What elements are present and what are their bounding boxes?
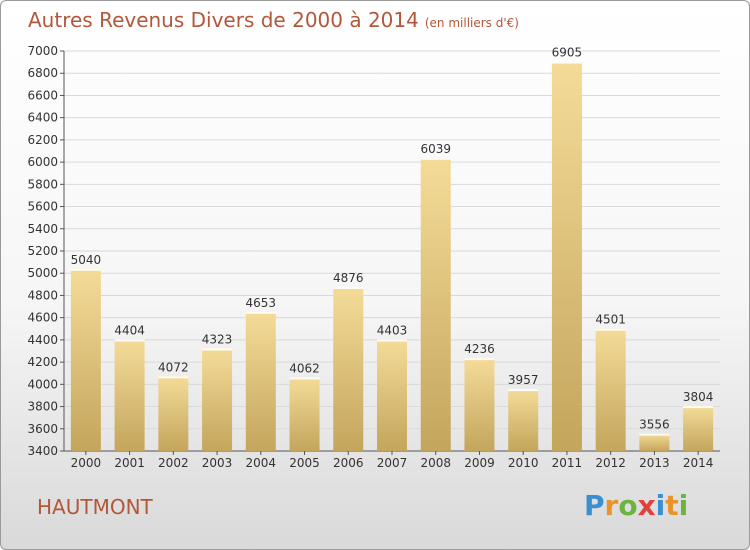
bar-top-highlight: [377, 339, 407, 342]
y-tick-label: 5600: [27, 200, 58, 214]
bar-value-label: 4501: [595, 313, 626, 327]
y-tick-label: 4800: [27, 288, 58, 302]
y-tick-label: 3600: [27, 422, 58, 436]
y-tick-label: 4400: [27, 333, 58, 347]
bar: [639, 433, 670, 451]
bar-value-label: 4072: [158, 360, 189, 374]
bar-value-label: 5040: [71, 253, 102, 267]
proxiti-logo: Proxiti: [584, 489, 688, 522]
bar-value-label: 4062: [289, 361, 320, 375]
logo-letter: P: [584, 489, 605, 522]
x-tick-label: 2000: [71, 456, 102, 470]
logo-letter: t: [665, 489, 679, 522]
bar: [420, 157, 451, 451]
bar: [508, 389, 539, 451]
logo-letter: i: [678, 489, 689, 522]
bar-top-highlight: [420, 157, 451, 160]
x-tick-label: 2005: [289, 456, 320, 470]
x-tick-label: 2004: [246, 456, 277, 470]
place-name: HAUTMONT: [37, 495, 153, 519]
bar: [595, 328, 626, 451]
x-tick-label: 2001: [114, 456, 145, 470]
y-tick-label: 6000: [27, 155, 58, 169]
bar: [114, 339, 145, 451]
x-tick-label: 2009: [464, 456, 495, 470]
bar: [333, 287, 364, 451]
x-tick-label: 2008: [420, 456, 451, 470]
x-tick-label: 2006: [333, 456, 364, 470]
bar-value-label: 3556: [639, 418, 670, 432]
x-tick-label: 2014: [683, 456, 714, 470]
y-tick-label: 5800: [27, 177, 58, 191]
bar: [289, 377, 320, 451]
x-tick-label: 2007: [377, 456, 408, 470]
bar: [464, 358, 495, 451]
chart-title: Autres Revenus Divers de 2000 à 2014 (en …: [28, 8, 519, 32]
bar-value-label: 4403: [377, 324, 408, 338]
bar-top-highlight: [464, 358, 495, 361]
y-tick-label: 7000: [27, 44, 58, 58]
bar: [683, 406, 714, 451]
bar-top-highlight: [683, 406, 714, 409]
bar-top-highlight: [202, 348, 233, 351]
x-tick-label: 2013: [639, 456, 670, 470]
bar-value-label: 3957: [508, 373, 539, 387]
bar-top-highlight: [595, 328, 626, 331]
y-tick-label: 6200: [27, 133, 58, 147]
bar-value-label: 4236: [464, 342, 495, 356]
y-tick-label: 4600: [27, 311, 58, 325]
y-tick-label: 6600: [27, 88, 58, 102]
bar-value-label: 3804: [683, 390, 714, 404]
y-tick-label: 5000: [27, 266, 58, 280]
bar: [70, 268, 101, 451]
bar-top-highlight: [114, 339, 145, 342]
bar-top-highlight: [158, 376, 189, 379]
bar-top-highlight: [245, 311, 276, 314]
x-tick-label: 2003: [202, 456, 233, 470]
x-tick-label: 2011: [552, 456, 583, 470]
y-tick-label: 5200: [27, 244, 58, 258]
bar-top-highlight: [70, 268, 101, 271]
logo-letter: o: [618, 489, 638, 522]
y-tick-label: 3800: [27, 400, 58, 414]
bar: [158, 376, 189, 451]
logo-letter: x: [637, 489, 656, 522]
bar-value-label: 4323: [202, 332, 233, 346]
bar: [377, 339, 407, 451]
bar-value-label: 6039: [420, 142, 451, 156]
bar-top-highlight: [333, 287, 364, 289]
logo-letter: r: [604, 489, 619, 522]
chart-unit: (en milliers d'€): [424, 16, 519, 30]
bar-top-highlight: [639, 433, 670, 436]
bar-top-highlight: [289, 377, 320, 380]
x-tick-label: 2002: [158, 456, 189, 470]
bar: [551, 61, 582, 452]
bar: [202, 348, 233, 451]
y-tick-label: 4000: [27, 377, 58, 391]
bar-value-label: 4876: [333, 271, 364, 285]
x-tick-label: 2012: [595, 456, 626, 470]
bar-top-highlight: [508, 389, 539, 392]
bar-value-label: 4404: [114, 323, 145, 337]
bar: [245, 311, 276, 451]
bar-value-label: 6905: [552, 46, 583, 60]
y-tick-label: 3400: [27, 444, 58, 458]
x-tick-label: 2010: [508, 456, 539, 470]
y-tick-label: 6400: [27, 111, 58, 125]
y-tick-label: 5400: [27, 222, 58, 236]
logo-letter: i: [655, 489, 666, 522]
chart-title-text: Autres Revenus Divers de 2000 à 2014: [28, 8, 419, 32]
bar-value-label: 4653: [246, 296, 277, 310]
y-tick-label: 6800: [27, 66, 58, 80]
y-tick-label: 4200: [27, 355, 58, 369]
bar-top-highlight: [551, 61, 582, 64]
